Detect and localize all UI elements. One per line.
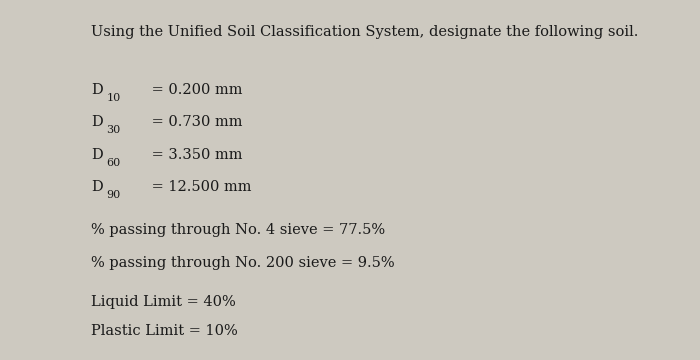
Text: 60: 60 — [106, 158, 120, 168]
Text: = 3.350 mm: = 3.350 mm — [147, 148, 242, 162]
Text: = 0.730 mm: = 0.730 mm — [147, 115, 242, 129]
Text: D: D — [91, 83, 103, 97]
Text: 10: 10 — [106, 93, 120, 103]
Text: D: D — [91, 180, 103, 194]
Text: Liquid Limit = 40%: Liquid Limit = 40% — [91, 295, 236, 309]
Text: 90: 90 — [106, 190, 120, 200]
Text: = 0.200 mm: = 0.200 mm — [147, 83, 242, 97]
Text: = 12.500 mm: = 12.500 mm — [147, 180, 251, 194]
Text: % passing through No. 4 sieve = 77.5%: % passing through No. 4 sieve = 77.5% — [91, 223, 385, 237]
Text: Using the Unified Soil Classification System, designate the following soil.: Using the Unified Soil Classification Sy… — [91, 25, 638, 39]
Text: D: D — [91, 115, 103, 129]
Text: Plastic Limit = 10%: Plastic Limit = 10% — [91, 324, 238, 338]
Text: % passing through No. 200 sieve = 9.5%: % passing through No. 200 sieve = 9.5% — [91, 256, 395, 270]
Text: D: D — [91, 148, 103, 162]
Text: 30: 30 — [106, 125, 120, 135]
